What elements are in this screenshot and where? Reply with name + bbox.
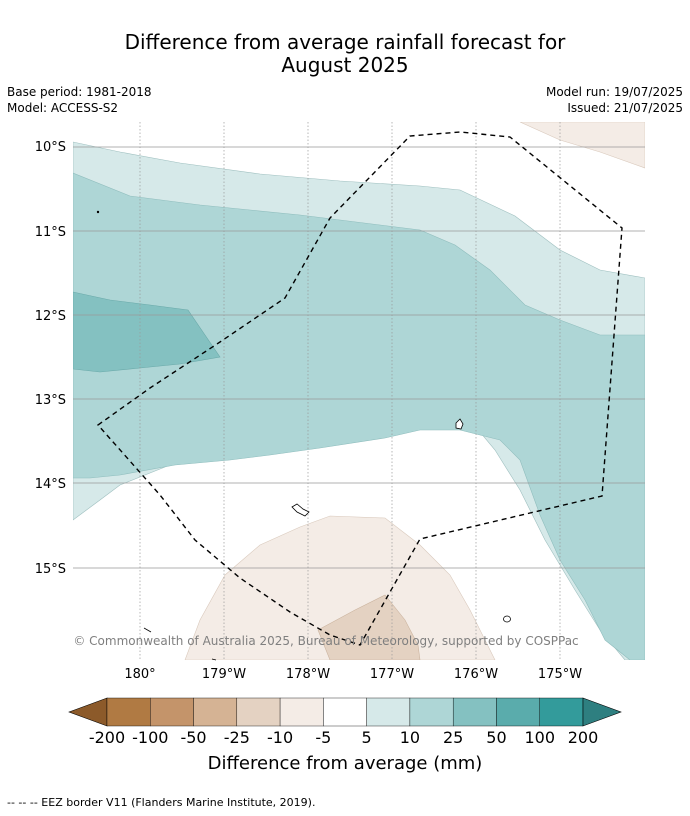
colorbar-segment xyxy=(496,697,540,727)
colorbar-segment xyxy=(150,697,194,727)
lon-label: 179°W xyxy=(202,667,246,682)
lat-label: 14°S xyxy=(35,477,66,492)
title-line-2: August 2025 xyxy=(281,53,409,77)
rain-contour-25-50 xyxy=(73,291,221,373)
island-icon xyxy=(503,615,511,623)
meta-left: Base period: 1981-2018 Model: ACCESS-S2 xyxy=(7,84,152,116)
islands xyxy=(96,210,511,661)
lat-labels: 10°S 11°S 12°S 13°S 14°S 15°S xyxy=(35,140,66,577)
eez-legend-note: -- -- -- EEZ border V11 (Flanders Marine… xyxy=(7,796,316,809)
colorbar-tick-label: 25 xyxy=(443,728,463,747)
island-icon xyxy=(211,658,217,661)
island-icon xyxy=(143,627,152,633)
lat-label: 12°S xyxy=(35,309,66,324)
lon-label: 175°W xyxy=(538,667,582,682)
island-icon xyxy=(96,210,100,214)
map-area xyxy=(73,122,645,660)
graticule xyxy=(73,122,645,660)
colorbar-segment xyxy=(106,697,151,727)
rain-contour-10-25 xyxy=(73,172,645,660)
model-name: Model: ACCESS-S2 xyxy=(7,101,119,115)
colorbar-tick-label: -10 xyxy=(267,728,293,747)
colorbar-segment xyxy=(193,697,238,727)
colorbar-tick-label: 50 xyxy=(486,728,506,747)
rain-contour-corner xyxy=(519,122,645,169)
lat-label: 13°S xyxy=(35,393,66,408)
lat-label: 15°S xyxy=(35,562,66,577)
colorbar-tick-label: -100 xyxy=(132,728,168,747)
colorbar-segment xyxy=(366,697,411,727)
model-run: Model run: 19/07/2025 xyxy=(545,85,683,99)
colorbar-tick-label: -25 xyxy=(224,728,250,747)
colorbar-tick-label: -200 xyxy=(89,728,125,747)
lon-labels: 180° 179°W 178°W 177°W 176°W 175°W xyxy=(124,667,582,682)
colorbar-segment xyxy=(452,697,497,727)
rain-contour-minus10-minus25 xyxy=(317,594,421,660)
lon-label: 178°W xyxy=(286,667,330,682)
colorbar-extend-low xyxy=(68,697,108,727)
colorbar-segment xyxy=(236,697,281,727)
colorbar-segment xyxy=(539,697,584,727)
lat-label: 11°S xyxy=(35,225,66,240)
rain-contour-minus5-minus10 xyxy=(184,515,496,660)
island-icon xyxy=(455,418,464,430)
colorbar-tick-label: -50 xyxy=(180,728,206,747)
forecast-map: 10°S 11°S 12°S 13°S 14°S 15°S 180° 179°W… xyxy=(35,122,645,747)
eez-border xyxy=(96,131,623,646)
colorbar-tick-label: 10 xyxy=(400,728,420,747)
colorbar: -200 -100 -50 -25 -10 -5 5 10 25 50 100 200 xyxy=(68,697,622,747)
title-line-1: Difference from average rainfall forecas… xyxy=(124,30,566,54)
lon-label: 176°W xyxy=(454,667,498,682)
map-title: Difference from average rainfall forecas… xyxy=(0,31,690,77)
meta-right: Model run: 19/07/2025 Issued: 21/07/2025 xyxy=(546,84,683,116)
lon-label: 177°W xyxy=(370,667,414,682)
colorbar-tick-label: 100 xyxy=(524,728,555,747)
colorbar-tick-label: -5 xyxy=(315,728,331,747)
colorbar-tick-label: 5 xyxy=(362,728,372,747)
colorbar-segment xyxy=(279,697,324,727)
island-icon xyxy=(291,503,310,517)
colorbar-extend-high xyxy=(582,697,622,727)
colorbar-title: Difference from average (mm) xyxy=(207,753,483,774)
copyright-notice: © Commonwealth of Australia 2025, Bureau… xyxy=(73,634,578,648)
colorbar-tick-label: 200 xyxy=(568,728,599,747)
issued-date: Issued: 21/07/2025 xyxy=(567,101,683,115)
lat-label: 10°S xyxy=(35,140,66,155)
lon-label: 180° xyxy=(124,667,155,682)
colorbar-segment xyxy=(409,697,454,727)
base-period: Base period: 1981-2018 xyxy=(7,85,152,99)
colorbar-segment xyxy=(323,697,367,727)
